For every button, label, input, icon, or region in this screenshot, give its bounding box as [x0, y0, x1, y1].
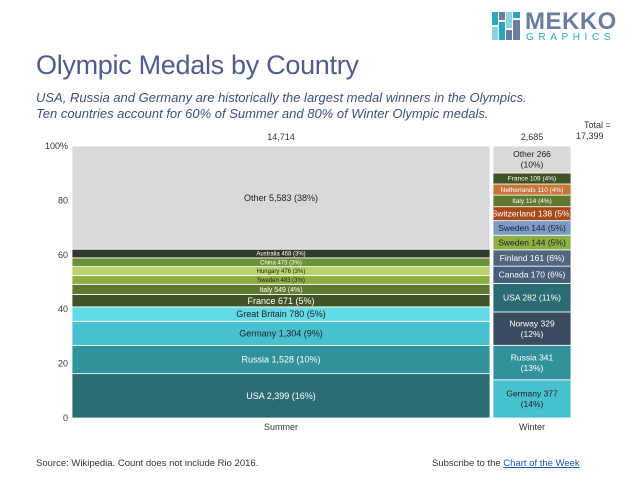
segment-label: Russia 1,528 (10%) [241, 355, 320, 365]
logo-grid-icon [492, 12, 520, 40]
y-tick-label: 80 [58, 195, 68, 205]
segment-label: China 473 (3%) [260, 260, 302, 266]
bar-segment [71, 320, 491, 346]
column-name-label: Summer [264, 422, 298, 432]
bar-segment [71, 373, 491, 419]
subtitle-line-2: Ten countries account for 60% of Summer … [36, 106, 489, 121]
bar-segment [492, 282, 572, 313]
segment-label: Germany 1,304 (9%) [239, 329, 323, 339]
segment-label: France 671 (5%) [247, 296, 314, 306]
y-tick-label: 20 [58, 359, 68, 369]
source-note: Source: Wikipedia. Count does not includ… [36, 458, 259, 469]
chart-of-the-week-link[interactable]: Chart of the Week [503, 458, 580, 469]
subscribe-text: Subscribe to the [432, 458, 501, 469]
segment-label: (10%) [521, 160, 544, 170]
segment-label: Other 5,583 (38%) [244, 193, 318, 203]
segment-label: (13%) [521, 363, 544, 373]
segment-label: Switzerland 138 (5%) [492, 209, 573, 219]
subscribe-note: Subscribe to the Chart of the Week [432, 458, 580, 469]
y-tick-label: 100% [45, 141, 68, 151]
grand-total-label: Total = [584, 120, 611, 130]
segment-label: Norway 329 [509, 318, 555, 328]
bar-segment [492, 379, 572, 419]
segment-label: Italy 114 (4%) [512, 198, 552, 205]
column-total-label: 2,685 [521, 132, 544, 142]
segment-label: (14%) [521, 399, 544, 409]
segment-label: USA 2,399 (16%) [246, 391, 316, 401]
bar-segment [492, 145, 572, 174]
segment-label: Canada 170 (6%) [499, 270, 566, 280]
bar-segment [492, 311, 572, 346]
bar-segment [71, 345, 491, 375]
y-tick-label: 0 [63, 413, 68, 423]
segment-label: (12%) [521, 329, 544, 339]
segment-label: Russia 341 [511, 352, 554, 362]
segment-label: Germany 377 [506, 389, 558, 399]
chart-title: Olympic Medals by Country [36, 50, 359, 80]
bar-segment [71, 145, 491, 250]
segment-label: Sweden 144 (5%) [498, 223, 566, 233]
segment-label: Netherlands 110 (4%) [501, 187, 564, 194]
segment-label: Hungary 476 (3%) [257, 269, 306, 275]
segment-label: France 109 (4%) [508, 176, 556, 183]
segment-label: Sweden 483 (3%) [257, 278, 305, 284]
segment-label: Finland 161 (6%) [500, 253, 565, 263]
logo-wordmark: MEKKO [525, 8, 617, 35]
mekko-graphics-logo: MEKKO GRAPHICS [492, 8, 627, 46]
column-name-label: Winter [519, 422, 545, 432]
subtitle-line-1: USA, Russia and Germany are historically… [36, 90, 527, 105]
column-total-label: 14,714 [267, 132, 295, 142]
logo-subword: GRAPHICS [526, 32, 616, 43]
y-tick-label: 40 [58, 304, 68, 314]
y-tick-label: 60 [58, 250, 68, 260]
grand-total-value: 17,399 [576, 131, 604, 141]
segment-label: Sweden 144 (5%) [498, 238, 566, 248]
segment-label: USA 282 (11%) [503, 293, 561, 303]
chart-subtitle: USA, Russia and Germany are historically… [36, 90, 596, 122]
segment-label: Other 266 [513, 149, 551, 159]
segment-label: Australia 468 (3%) [256, 252, 305, 258]
segment-label: Great Britain 780 (5%) [236, 309, 326, 319]
bar-segment [492, 344, 572, 381]
segment-label: Italy 549 (4%) [259, 287, 302, 294]
